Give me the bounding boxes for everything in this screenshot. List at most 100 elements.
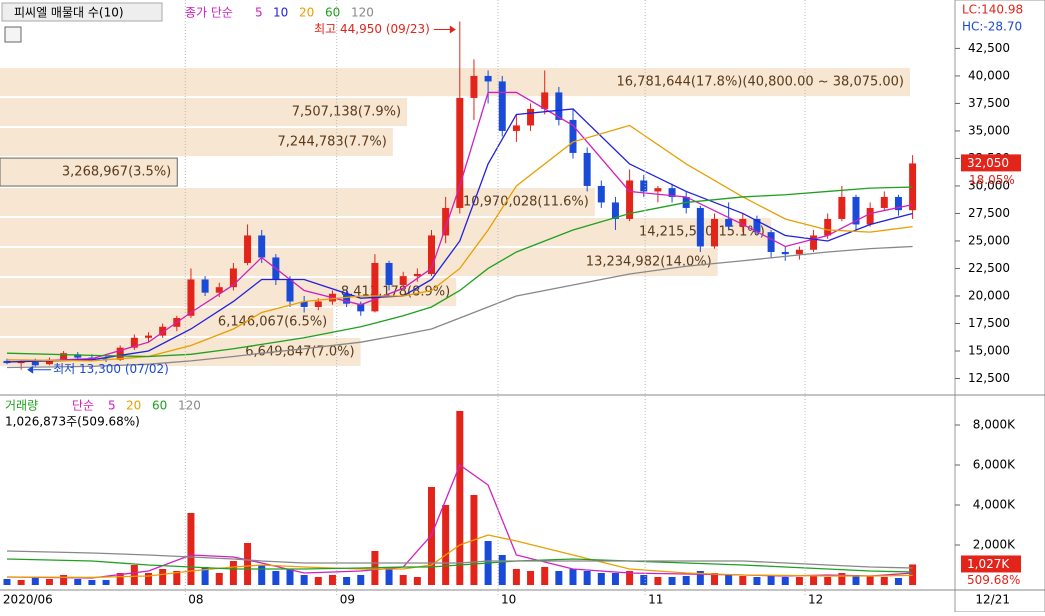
candle-body — [201, 279, 209, 293]
volume-profile-bar — [0, 98, 408, 127]
candle-body — [696, 207, 704, 247]
candle-body — [810, 235, 818, 250]
right-axis-panel — [954, 0, 1045, 613]
title-box[interactable] — [1, 2, 163, 22]
volume-profile-bar — [0, 218, 771, 247]
candle-body — [159, 326, 167, 336]
grid-button[interactable] — [4, 26, 22, 43]
ma-legend-entry: 60 — [325, 6, 340, 20]
plot: 16,781,644(17.8%)(40,800.00 ~ 38,075.00)… — [0, 21, 917, 585]
candle-body — [795, 249, 803, 255]
volume-bar — [781, 577, 789, 585]
candle-body — [187, 279, 195, 316]
candle-body — [498, 81, 506, 131]
price-ma-line — [6, 245, 913, 369]
volume-ma-line — [6, 558, 913, 573]
candle-body — [442, 207, 450, 236]
candle-body — [17, 361, 25, 364]
volume-y-tick-label: 2,000K — [973, 538, 1016, 552]
y-tick-label: 40,000 — [968, 68, 1010, 82]
last-price-change: 18.05% — [969, 173, 1015, 187]
ma-legend-entry: 20 — [299, 6, 314, 20]
y-tick-label: 42,500 — [968, 41, 1010, 55]
candle-body — [781, 251, 789, 255]
volume-bar — [300, 575, 308, 585]
candle-body — [611, 202, 619, 219]
price-ma-line — [6, 186, 913, 358]
volume-profile-bar — [0, 128, 393, 157]
volume-bar — [640, 575, 648, 585]
candle-body — [725, 218, 733, 227]
volume-bar — [130, 565, 138, 585]
candle-body — [357, 303, 365, 312]
volume-bar — [456, 411, 464, 585]
candle-body — [527, 108, 535, 126]
volume-profile-bar — [0, 157, 178, 187]
volume-profile-label: 6,146,067(6.5%) — [218, 314, 327, 329]
last-volume-label: 1,027K — [967, 557, 1010, 571]
y-tick-label: 17,500 — [968, 316, 1010, 330]
last-volume-box — [961, 555, 1021, 573]
volume-ma-legend-entry: 60 — [152, 399, 167, 413]
candle-body — [343, 293, 351, 304]
candle-body — [739, 218, 747, 227]
candle-body — [399, 276, 407, 285]
ma-legend-entry: 120 — [351, 6, 374, 20]
volume-bar — [739, 576, 747, 585]
volume-profile-label: 7,244,783(7.7%) — [278, 135, 387, 150]
ma-legend-name: 종가 단순 — [185, 6, 233, 20]
candle-body — [541, 92, 549, 109]
volume-bar — [711, 573, 718, 585]
volume-bar — [145, 573, 152, 585]
candle-body — [428, 235, 435, 274]
volume-bar — [399, 575, 407, 585]
volume-bar — [541, 567, 549, 585]
volume-bar — [286, 569, 294, 585]
volume-y-tick-label: 4,000K — [973, 498, 1016, 512]
x-tick-label: 08 — [188, 593, 203, 607]
volume-bar — [201, 567, 209, 585]
last-price-box — [961, 154, 1021, 172]
volume-profile-bar — [0, 68, 910, 97]
volume-bar — [583, 571, 591, 585]
candle-body — [640, 180, 648, 192]
last-date: 12/21 — [975, 593, 1010, 607]
y-tick-label: 37,500 — [968, 96, 1010, 110]
y-tick-label: 35,000 — [968, 123, 1010, 137]
volume-bar — [159, 569, 167, 585]
candle-body — [824, 218, 832, 236]
volume-bar — [60, 575, 68, 585]
candle-body — [145, 335, 152, 338]
volume-ma-legend-entry: 5 — [108, 399, 116, 413]
volume-bar — [838, 573, 846, 585]
volume-ma-legend-name: 단순 — [72, 399, 94, 413]
candle-body — [286, 279, 294, 302]
volume-profile-label: 7,507,138(7.9%) — [292, 105, 401, 120]
volume-ma-legend-entry: 120 — [178, 399, 201, 413]
volume-bar — [74, 579, 82, 585]
volume-bar — [894, 578, 902, 585]
volume-bar — [626, 571, 634, 585]
low-arrowhead — [27, 365, 34, 374]
y-tick-label: 30,000 — [968, 178, 1010, 192]
volume-bar — [229, 561, 237, 585]
candle-body — [45, 359, 53, 365]
volume-bar — [343, 577, 351, 585]
volume-y-tick-label: 8,000K — [973, 418, 1016, 432]
x-tick-label: 11 — [648, 593, 663, 607]
x-tick-label: 2020/06 — [3, 593, 53, 607]
candle-body — [215, 287, 223, 293]
volume-bar — [17, 580, 25, 585]
volume-bar — [512, 569, 520, 585]
candle-body — [116, 347, 124, 360]
volume-bar — [866, 576, 874, 585]
volume-bar — [385, 569, 393, 585]
volume-bar — [244, 543, 252, 585]
volume-bar — [258, 565, 266, 585]
candle-body — [130, 337, 138, 348]
volume-ma-legend-entry: 20 — [126, 399, 141, 413]
candle-body — [569, 119, 577, 153]
volume-title: 거래량 — [5, 399, 38, 413]
lc-label: LC:140.98 — [962, 3, 1023, 17]
candle-body — [512, 125, 520, 131]
